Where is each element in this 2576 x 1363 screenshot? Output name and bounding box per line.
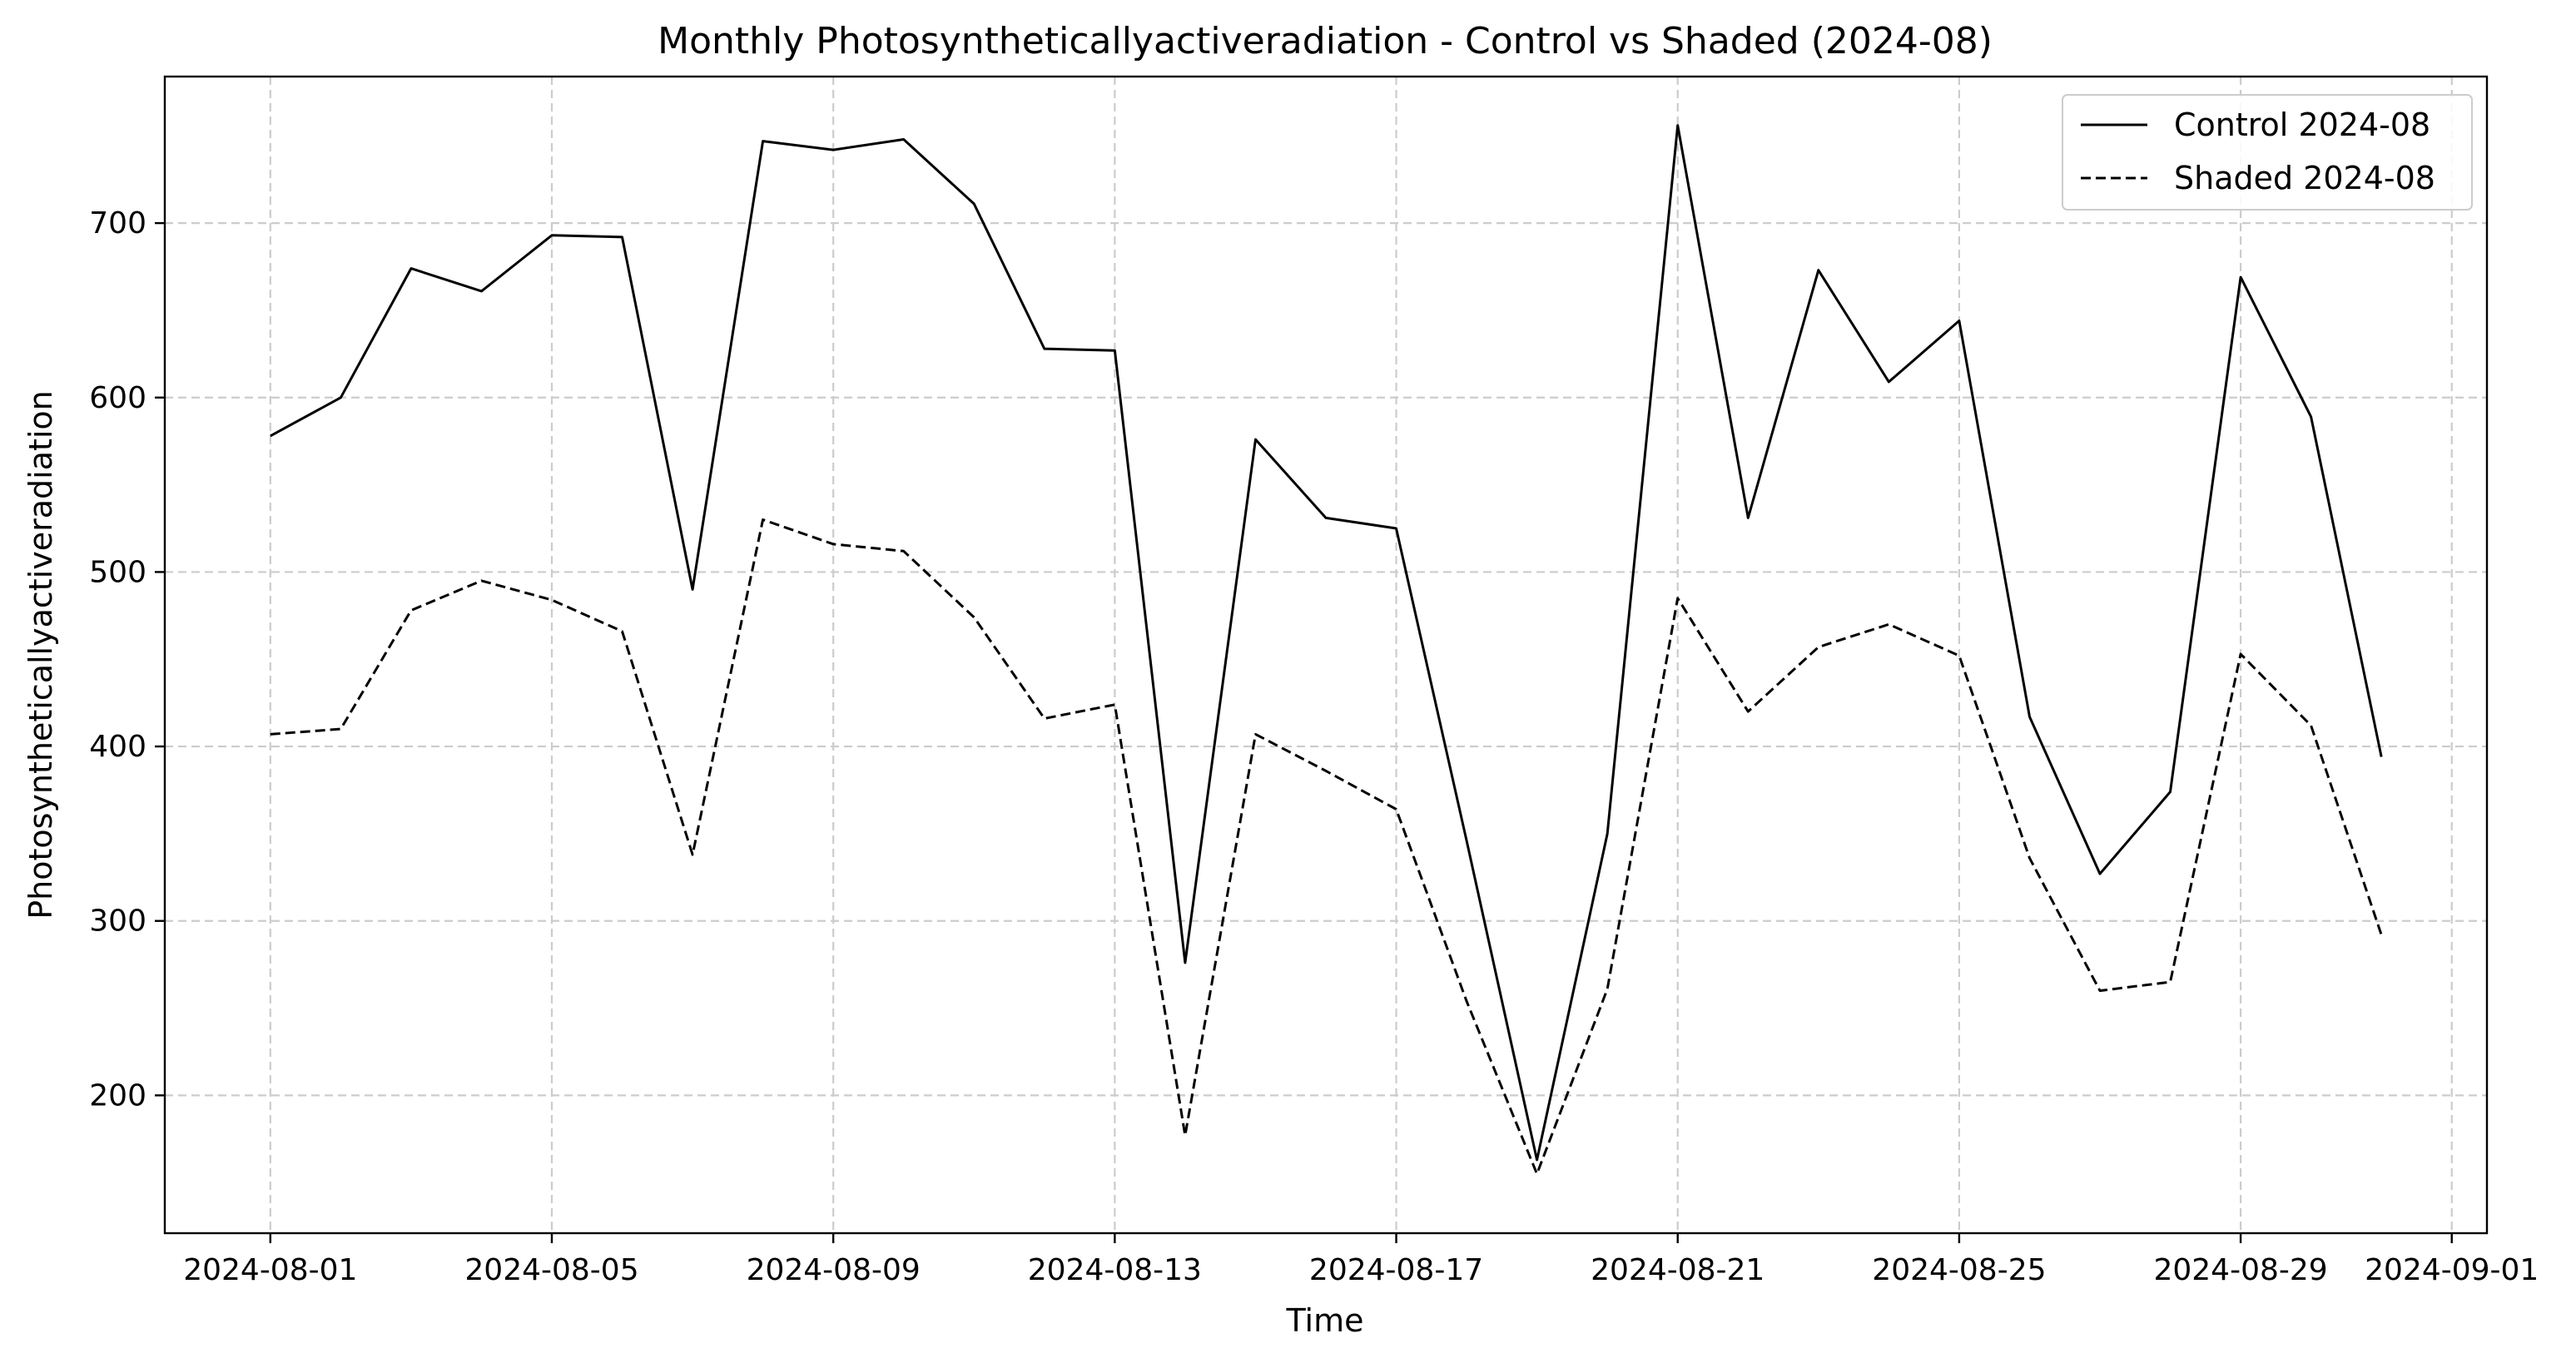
x-tick-label: 2024-09-01 <box>2365 1253 2539 1287</box>
x-axis: 2024-08-01 2024-08-05 2024-08-09 2024-08-13… <box>183 1233 2539 1287</box>
x-tick-label: 2024-08-25 <box>1872 1253 2046 1287</box>
legend-box <box>2062 94 2473 211</box>
series-line-shaded <box>270 518 2383 1176</box>
y-tick-label: 500 <box>89 555 146 589</box>
series-line-control <box>270 124 2383 1162</box>
y-axis-label: Photosyntheticallyactiveradiation <box>22 390 59 919</box>
chart-title: Monthly Photosyntheticallyactiveradiatio… <box>658 20 1993 62</box>
y-tick-label: 400 <box>89 730 146 764</box>
y-tick-label: 200 <box>89 1078 146 1113</box>
grid <box>165 77 2487 1233</box>
y-axis: 200 300 400 500 600 700 <box>89 206 165 1113</box>
y-tick-label: 300 <box>89 905 146 939</box>
y-tick-label: 700 <box>89 206 146 240</box>
y-tick-label: 600 <box>89 381 146 415</box>
x-axis-label: Time <box>1286 1302 1364 1339</box>
series-layer <box>270 124 2383 1176</box>
x-tick-label: 2024-08-13 <box>1028 1253 1202 1287</box>
plot-frame <box>163 75 2489 1235</box>
legend: Control 2024-08 Shaded 2024-08 <box>2062 94 2473 211</box>
x-tick-label: 2024-08-05 <box>464 1253 638 1287</box>
x-tick-label: 2024-08-29 <box>2153 1253 2327 1287</box>
x-tick-label: 2024-08-09 <box>747 1253 921 1287</box>
x-tick-label: 2024-08-17 <box>1309 1253 1483 1287</box>
x-tick-label: 2024-08-01 <box>183 1253 357 1287</box>
x-tick-label: 2024-08-21 <box>1591 1253 1764 1287</box>
legend-label: Shaded 2024-08 <box>2174 160 2435 196</box>
legend-label: Control 2024-08 <box>2174 107 2430 143</box>
